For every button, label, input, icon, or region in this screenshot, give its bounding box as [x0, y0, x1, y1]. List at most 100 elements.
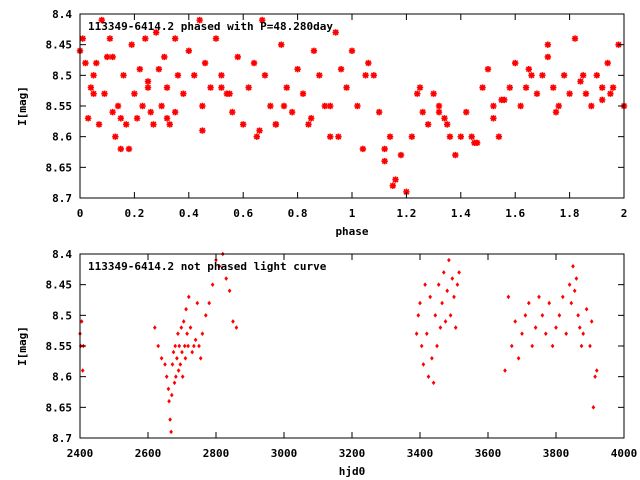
lightcurve-data-point: [593, 374, 597, 379]
lightcurve-data-point: [445, 288, 450, 294]
lightcurve-y-axis-label: I[mag]: [16, 326, 29, 366]
phased-data-point: [343, 84, 350, 91]
lightcurve-y-tick-label: 8.55: [46, 340, 73, 353]
phased-data-point: [386, 133, 394, 140]
phased-data-point: [348, 47, 356, 54]
lightcurve-data-point: [533, 325, 538, 330]
lightcurve-data-point: [550, 343, 555, 349]
phased-data-point: [253, 133, 260, 140]
phased-data-point: [199, 102, 206, 110]
lightcurve-data-point: [576, 313, 580, 318]
phased-data-point: [212, 35, 220, 42]
lightcurve-x-axis-label: hjd0: [339, 465, 366, 478]
phased-data-point: [180, 90, 187, 97]
lightcurve-x-tick-label: 3800: [543, 447, 570, 460]
lightcurve-panel: 2400 2600 2800 3000 3200 3400 3600 3800 4000 8.4…: [16, 248, 637, 478]
lightcurve-x-ticks: 2400 2600 2800 3000 3200 3400 3600 3800 4000: [67, 254, 637, 460]
lightcurve-data-point: [183, 355, 188, 361]
phased-data-point: [512, 59, 519, 67]
phased-data-point: [506, 84, 513, 91]
phased-data-point: [539, 72, 546, 79]
lightcurve-y-tick-label: 8.5: [52, 309, 72, 322]
lightcurve-data-point: [503, 368, 507, 373]
phased-data-point: [207, 84, 214, 91]
phased-data-point: [283, 84, 290, 91]
phased-data-point: [327, 133, 334, 140]
phased-data-point: [533, 90, 541, 97]
lightcurve-data-point: [186, 343, 190, 349]
phased-y-axis-label: I[mag]: [16, 86, 29, 126]
phased-data-point: [191, 72, 198, 79]
lightcurve-x-tick-label: 3400: [407, 447, 434, 460]
phased-y-tick-label: 8.65: [46, 161, 73, 174]
phased-data-point: [416, 84, 424, 91]
phased-data-point: [471, 139, 478, 146]
phased-data-point: [580, 72, 587, 79]
phased-y-tick-label: 8.5: [52, 69, 72, 82]
lightcurve-data-point: [567, 282, 572, 287]
lightcurve-data-point: [80, 368, 85, 373]
lightcurve-data-point: [234, 325, 239, 330]
phased-data-point: [495, 133, 503, 140]
lightcurve-data-point: [526, 300, 531, 306]
lightcurve-data-point: [171, 349, 176, 355]
phased-data-point: [272, 121, 280, 128]
lightcurve-data-point: [173, 343, 178, 349]
phased-data-point: [479, 84, 486, 91]
lightcurve-data-point: [435, 343, 439, 349]
lightcurve-data-point: [569, 300, 574, 306]
phased-data-point: [381, 145, 388, 153]
lightcurve-data-point: [79, 319, 84, 324]
lightcurve-data-point: [418, 300, 422, 306]
phased-data-point: [245, 84, 252, 91]
phased-data-point: [84, 115, 92, 122]
phased-data-point: [294, 66, 301, 73]
lightcurve-data-point: [163, 362, 167, 367]
phased-data-point: [424, 121, 432, 128]
lightcurve-data-point: [436, 282, 441, 287]
lightcurve-x-tick-label: 3200: [339, 447, 366, 460]
lightcurve-data-point: [175, 355, 179, 361]
lightcurve-data-point: [537, 294, 541, 300]
lightcurve-data-point: [190, 349, 195, 355]
phased-data-point: [226, 90, 233, 97]
lightcurve-data-point: [591, 405, 596, 410]
phased-data-point: [403, 188, 410, 196]
lightcurve-data-point: [181, 319, 186, 324]
phased-points: [76, 16, 628, 196]
lightcurve-points: [78, 251, 599, 435]
lightcurve-data-point: [421, 362, 426, 367]
phased-data-point: [446, 133, 454, 140]
phased-y-tick-label: 8.45: [46, 39, 73, 52]
lightcurve-data-point: [433, 313, 438, 318]
lightcurve-data-point: [184, 306, 188, 312]
lightcurve-data-point: [198, 355, 203, 361]
phased-data-point: [452, 151, 459, 159]
lightcurve-data-point: [169, 429, 173, 435]
phased-data-point: [117, 115, 124, 122]
lightcurve-x-tick-label: 3000: [271, 447, 298, 460]
lightcurve-data-point: [530, 343, 535, 349]
lightcurve-data-point: [516, 355, 521, 361]
phased-data-point: [392, 176, 399, 183]
phased-data-point: [484, 66, 492, 73]
phased-y-tick-label: 8.55: [46, 100, 73, 113]
phased-data-point: [607, 90, 614, 97]
lightcurve-data-point: [159, 355, 164, 361]
phased-x-tick-label: 0.4: [179, 207, 199, 220]
lightcurve-data-point: [584, 306, 589, 312]
lightcurve-y-tick-label: 8.4: [52, 248, 72, 261]
phased-data-point: [435, 108, 443, 116]
phased-data-point: [327, 102, 334, 110]
lightcurve-data-point: [164, 374, 169, 379]
lightcurve-data-point: [210, 282, 215, 287]
phased-data-point: [577, 78, 584, 85]
phased-data-point: [172, 108, 179, 116]
phased-y-ticks: 8.4 8.45 8.5 8.55 8.6 8.65 8.7: [46, 8, 624, 205]
lightcurve-data-point: [440, 300, 444, 306]
phased-x-tick-label: 1.6: [505, 207, 525, 220]
lightcurve-plot-frame: [79, 253, 625, 439]
lightcurve-data-point: [179, 325, 184, 330]
phased-data-point: [335, 133, 342, 140]
phased-data-point: [599, 84, 606, 91]
